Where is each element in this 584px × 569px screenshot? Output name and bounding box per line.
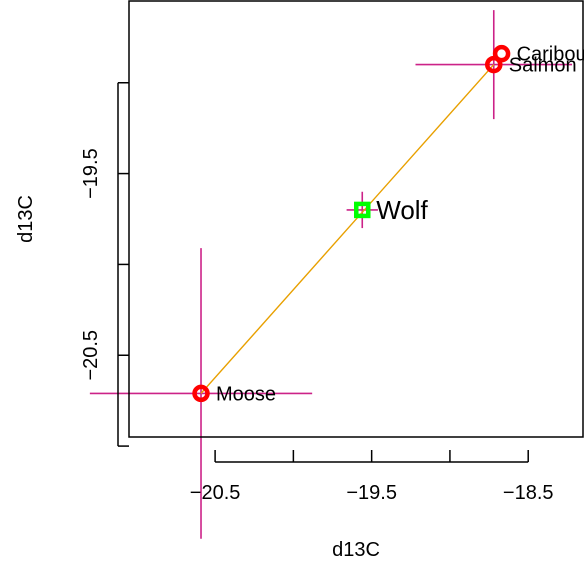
- y-axis: −20.5 −19.5: [80, 82, 129, 447]
- x-tick-label: −18.5: [503, 482, 554, 504]
- point-wolf: [354, 201, 371, 219]
- data-points: [192, 44, 511, 403]
- x-axis-title: d13C: [332, 539, 380, 561]
- y-axis-title: d13C: [15, 195, 37, 243]
- point-salmon: [485, 55, 503, 74]
- y-tick-label: −19.5: [80, 148, 102, 199]
- mixing-line: [200, 64, 495, 394]
- mixing-line-group: [200, 64, 495, 394]
- point-label-salmon: Salmon: [509, 55, 577, 77]
- y-tick-label: −20.5: [80, 330, 102, 381]
- point-label-caribou: Caribou: [517, 44, 584, 66]
- plot-frame: [128, 0, 584, 438]
- point-label-wolf: Wolf: [376, 195, 428, 225]
- point-caribou: [492, 44, 511, 63]
- x-tick-label: −20.5: [190, 482, 241, 504]
- point-label-moose: Moose: [216, 383, 276, 405]
- point-moose: [192, 384, 210, 403]
- x-tick-label: −19.5: [346, 482, 397, 504]
- x-axis: −20.5 −19.5 −18.5: [190, 450, 554, 504]
- error-bars: [89, 10, 573, 539]
